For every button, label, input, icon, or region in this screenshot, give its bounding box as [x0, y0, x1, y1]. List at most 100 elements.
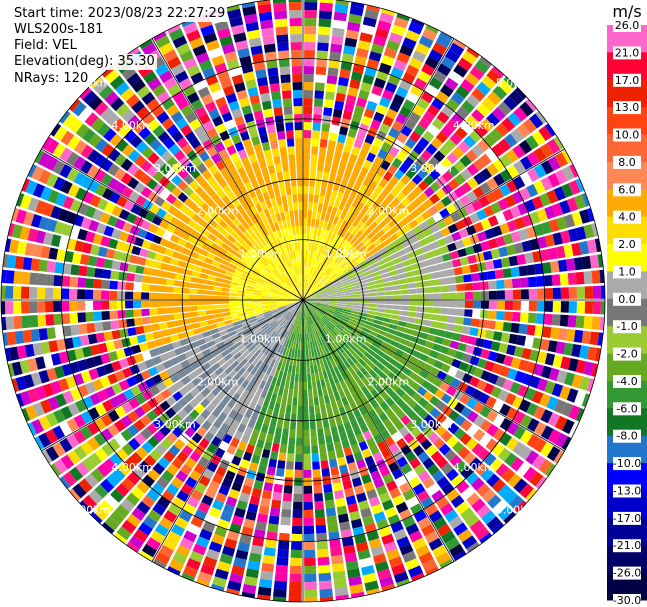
velocity-gate: [267, 243, 274, 252]
velocity-gate: [282, 236, 288, 245]
velocity-gate: [368, 303, 377, 308]
velocity-gate: [254, 287, 263, 292]
velocity-gate: [320, 297, 329, 299]
velocity-gate: [127, 177, 140, 190]
velocity-gate: [247, 171, 256, 181]
velocity-gate: [391, 223, 402, 233]
velocity-gate: [245, 444, 255, 454]
velocity-gate: [246, 310, 255, 315]
velocity-gate: [441, 417, 454, 430]
velocity-gate: [554, 152, 568, 168]
velocity-gate: [254, 284, 263, 289]
velocity-gate: [394, 262, 404, 270]
velocity-gate: [303, 114, 312, 123]
velocity-gate: [59, 438, 73, 453]
velocity-gate: [85, 231, 96, 243]
velocity-gate: [328, 293, 337, 296]
velocity-gate: [445, 323, 455, 332]
velocity-gate: [304, 525, 315, 534]
velocity-gate: [296, 154, 303, 163]
velocity-gate: [339, 69, 351, 79]
velocity-gate: [303, 485, 313, 494]
velocity-gate: [180, 483, 194, 496]
velocity-gate: [227, 234, 236, 244]
velocity-gate: [56, 338, 67, 351]
velocity-gate: [46, 327, 56, 340]
velocity-gate: [439, 245, 450, 255]
colorbar-tick-background: [613, 238, 641, 251]
velocity-gate: [274, 188, 281, 198]
velocity-gate: [285, 252, 290, 261]
velocity-gate: [303, 461, 312, 470]
velocity-gate: [104, 494, 119, 509]
velocity-gate: [428, 384, 439, 395]
velocity-gate: [114, 433, 127, 447]
velocity-gate: [349, 583, 364, 595]
velocity-gate: [13, 270, 23, 284]
velocity-gate: [304, 325, 307, 334]
velocity-gate: [478, 195, 490, 208]
velocity-gate: [318, 329, 324, 338]
velocity-gate: [236, 355, 245, 364]
velocity-gate: [263, 441, 272, 451]
velocity-gate: [306, 282, 310, 291]
velocity-gate: [212, 376, 222, 386]
velocity-gate: [425, 444, 438, 457]
velocity-gate: [402, 550, 417, 563]
velocity-gate: [378, 345, 388, 353]
velocity-gate: [279, 187, 286, 197]
velocity-gate: [198, 278, 208, 285]
velocity-gate: [349, 344, 358, 353]
velocity-gate: [554, 432, 568, 448]
velocity-gate: [171, 340, 182, 349]
velocity-gate: [261, 293, 270, 297]
velocity-gate: [277, 304, 286, 308]
velocity-gate: [322, 204, 328, 213]
velocity-gate: [291, 50, 302, 59]
velocity-gate: [118, 358, 130, 369]
colorbar: m/s 26.021.017.013.010.08.06.04.02.01.00…: [607, 2, 647, 607]
velocity-gate: [373, 35, 387, 47]
velocity-gate: [374, 315, 384, 321]
velocity-gate: [293, 300, 301, 302]
velocity-gate: [451, 474, 465, 488]
velocity-gate: [282, 98, 292, 107]
velocity-gate: [178, 386, 190, 397]
velocity-gate: [409, 131, 421, 143]
velocity-gate: [253, 306, 262, 311]
velocity-gate: [214, 367, 224, 376]
velocity-gate: [181, 247, 192, 256]
velocity-gate: [308, 285, 315, 293]
velocity-gate: [581, 393, 590, 407]
velocity-gate: [330, 232, 337, 242]
velocity-gate: [337, 298, 346, 300]
velocity-gate: [251, 336, 260, 344]
velocity-gate: [417, 451, 430, 463]
velocity-gate: [156, 90, 171, 104]
velocity-gate: [322, 220, 328, 230]
velocity-gate: [383, 418, 393, 429]
velocity-gate: [452, 441, 465, 454]
velocity-gate: [82, 457, 96, 472]
velocity-gate: [222, 137, 234, 149]
velocity-gate: [141, 239, 152, 250]
velocity-gate: [336, 293, 345, 297]
velocity-gate: [411, 350, 422, 359]
velocity-gate: [58, 208, 70, 222]
velocity-gate: [276, 335, 282, 344]
velocity-gate: [304, 50, 315, 59]
velocity-gate: [305, 282, 309, 291]
velocity-gate: [429, 181, 441, 193]
velocity-gate: [400, 463, 413, 475]
velocity-gate: [246, 469, 257, 480]
velocity-gate: [473, 158, 486, 172]
velocity-gate: [319, 305, 328, 310]
velocity-gate: [270, 197, 278, 207]
velocity-gate: [412, 537, 427, 550]
velocity-gate: [274, 314, 282, 320]
velocity-gate: [546, 189, 559, 204]
velocity-gate: [208, 218, 218, 228]
velocity-gate: [198, 132, 210, 144]
velocity-gate: [440, 307, 449, 315]
velocity-gate: [315, 178, 322, 188]
